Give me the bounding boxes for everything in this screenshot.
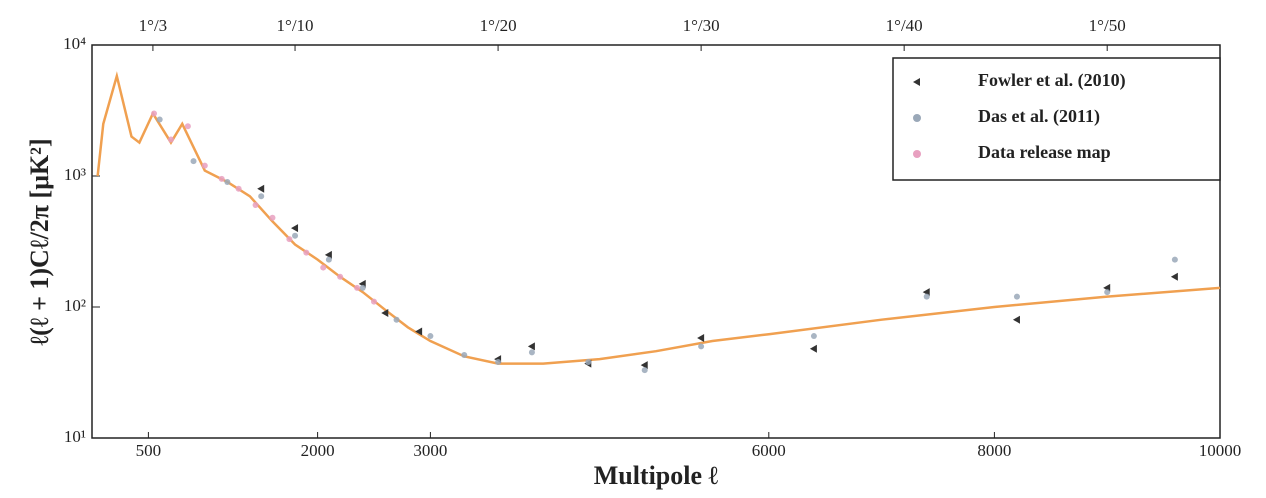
data-point — [698, 343, 705, 350]
data-point — [1012, 315, 1020, 324]
data-point — [291, 224, 299, 233]
data-point — [1171, 256, 1178, 263]
data-point — [641, 367, 648, 374]
legend-label: Data release map — [978, 142, 1111, 162]
data-point — [923, 293, 930, 300]
data-point — [461, 352, 468, 359]
plot-frame — [91, 44, 1221, 439]
top-tick-label: 1°/40 — [886, 16, 923, 35]
x-tick-label: 6000 — [752, 441, 786, 460]
data-point — [1170, 272, 1178, 281]
data-point — [527, 342, 535, 351]
data-point — [809, 344, 817, 353]
y-tick-label: 10¹ — [64, 427, 86, 446]
data-point — [354, 284, 361, 291]
data-point — [218, 175, 225, 182]
data-point — [258, 193, 265, 200]
data-point — [156, 116, 163, 123]
y-tick-label: 10² — [64, 296, 86, 315]
y-tick-label: 10³ — [64, 165, 86, 184]
legend-box — [892, 57, 1221, 181]
data-point — [325, 256, 332, 263]
data-point — [415, 327, 423, 336]
y-axis-label: ℓ(ℓ + 1)Cℓ/2π [μK²] — [25, 138, 54, 345]
data-point — [427, 333, 434, 340]
data-point — [697, 333, 705, 342]
data-point — [257, 184, 265, 193]
x-tick-label: 500 — [136, 441, 162, 460]
top-tick-label: 1°/30 — [683, 16, 720, 35]
data-point — [292, 232, 299, 239]
x-tick-label: 10000 — [1199, 441, 1242, 460]
data-point — [393, 316, 400, 323]
data-point — [190, 158, 197, 165]
data-point — [224, 178, 231, 185]
legend-marker — [913, 114, 921, 122]
legend-marker — [913, 150, 921, 158]
x-tick-label: 2000 — [301, 441, 335, 460]
top-tick-label: 1°/20 — [480, 16, 517, 35]
data-point — [184, 123, 191, 130]
data-point — [303, 249, 310, 256]
data-point — [235, 185, 242, 192]
data-point — [810, 333, 817, 340]
data-point — [286, 236, 293, 243]
data-point — [1013, 293, 1020, 300]
data-point — [151, 110, 158, 117]
data-point — [585, 359, 592, 366]
x-tick-label: 3000 — [413, 441, 447, 460]
legend-label: Das et al. (2011) — [978, 106, 1100, 127]
x-tick-label: 8000 — [977, 441, 1011, 460]
legend-label: Fowler et al. (2010) — [978, 70, 1126, 91]
top-tick-label: 1°/10 — [277, 16, 314, 35]
data-point — [640, 361, 648, 370]
data-point — [201, 162, 208, 169]
data-point — [320, 264, 327, 271]
data-point — [495, 359, 502, 366]
data-point — [167, 136, 174, 143]
data-point — [337, 273, 344, 280]
data-point — [252, 202, 259, 209]
data-point — [528, 349, 535, 356]
top-tick-label: 1°/50 — [1089, 16, 1126, 35]
data-point — [381, 308, 389, 317]
data-point — [1104, 289, 1111, 296]
legend-marker — [913, 78, 920, 86]
data-point — [269, 214, 276, 221]
data-point — [359, 284, 366, 291]
data-point — [371, 298, 377, 305]
y-tick-label: 10⁴ — [63, 34, 86, 53]
top-tick-label: 1°/3 — [139, 16, 168, 35]
data-point — [324, 250, 332, 259]
x-axis-label: Multipole ℓ — [594, 461, 719, 490]
theory-curve — [96, 71, 1221, 365]
